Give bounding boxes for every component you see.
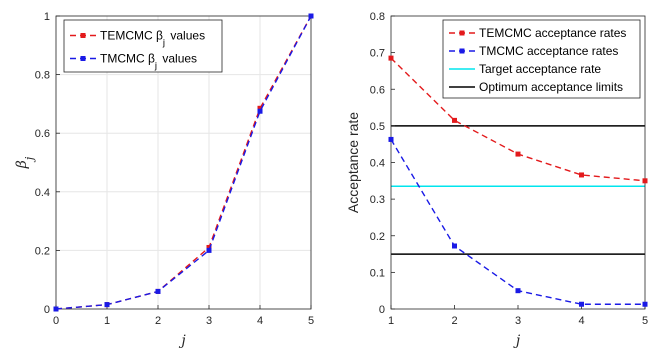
x-tick-label: 4 xyxy=(578,315,584,327)
y-tick-label: 0.2 xyxy=(370,231,385,243)
y-tick-label: 0.8 xyxy=(370,11,385,23)
series-line xyxy=(55,15,312,310)
data-point xyxy=(515,288,521,294)
data-point xyxy=(257,105,263,111)
y-tick-label: 0.4 xyxy=(370,158,385,170)
beta-plot: 0 1 2 3 4 5 0 0.2 0.4 0.6 0.8 1 j βj TEMCMC βj values T… xyxy=(14,11,314,349)
y-tick-label: 0 xyxy=(379,304,385,316)
y-axis-label: Acceptance rate xyxy=(345,112,361,213)
y-tick-label: 0.3 xyxy=(370,194,385,206)
y-tick-label: 0.5 xyxy=(370,121,385,133)
y-tick-label: 0.6 xyxy=(370,84,385,96)
data-point xyxy=(155,288,161,294)
legend-label: Optimum acceptance limits xyxy=(479,80,623,94)
y-tick-label: 0.6 xyxy=(35,128,50,140)
legend-label: TEMCMC acceptance rates xyxy=(479,26,626,40)
y-tick-label: 0.4 xyxy=(35,187,50,199)
x-tick-label: 3 xyxy=(206,315,212,327)
legend-marker xyxy=(80,56,86,61)
legend-label: Target acceptance rate xyxy=(479,62,601,76)
data-point xyxy=(53,306,59,312)
x-axis-label: j xyxy=(178,333,186,349)
x-tick-label: 5 xyxy=(642,315,648,327)
legend-marker xyxy=(459,48,465,54)
data-point xyxy=(515,151,521,157)
y-tick-label: 0.2 xyxy=(35,245,50,257)
data-point xyxy=(388,55,394,61)
data-point xyxy=(104,302,110,308)
data-point xyxy=(308,13,314,19)
legend-label: TMCMC βj values xyxy=(100,52,197,72)
x-tick-label: 2 xyxy=(451,315,457,327)
acceptance-rate-plot: 1 2 3 4 5 0 0.1 0.2 0.3 0.4 0.5 0.6 0.7 0.8 j Acceptanc… xyxy=(345,11,648,349)
data-point xyxy=(206,247,212,253)
y-tick-label: 0.7 xyxy=(370,48,385,60)
data-point xyxy=(452,243,457,249)
x-tick-label: 4 xyxy=(257,315,263,327)
legend-box xyxy=(442,19,641,99)
data-point xyxy=(642,178,648,184)
data-point xyxy=(579,172,584,178)
x-tick-label: 0 xyxy=(53,315,59,327)
x-tick-label: 3 xyxy=(515,315,521,327)
legend-label: TMCMC acceptance rates xyxy=(479,44,618,58)
data-point xyxy=(206,244,212,250)
legend-box xyxy=(63,19,223,73)
legend-marker xyxy=(459,30,465,36)
x-tick-label: 5 xyxy=(308,315,314,327)
x-tick-label: 1 xyxy=(104,315,110,327)
data-point xyxy=(257,108,263,114)
data-point xyxy=(452,117,457,123)
legend-label: TEMCMC βj values xyxy=(100,29,205,49)
y-axis-label: βj xyxy=(14,156,36,169)
data-point xyxy=(642,301,648,307)
axes-frame xyxy=(55,15,312,310)
x-axis-label: j xyxy=(513,333,521,349)
data-point xyxy=(579,301,584,307)
data-point xyxy=(388,136,394,142)
x-tick-label: 2 xyxy=(155,315,161,327)
y-tick-label: 0 xyxy=(44,304,50,316)
legend-marker xyxy=(80,33,86,38)
y-tick-label: 0.8 xyxy=(35,70,50,82)
y-tick-label: 0.1 xyxy=(370,267,385,279)
y-tick-label: 1 xyxy=(44,11,50,23)
x-tick-label: 1 xyxy=(388,315,394,327)
